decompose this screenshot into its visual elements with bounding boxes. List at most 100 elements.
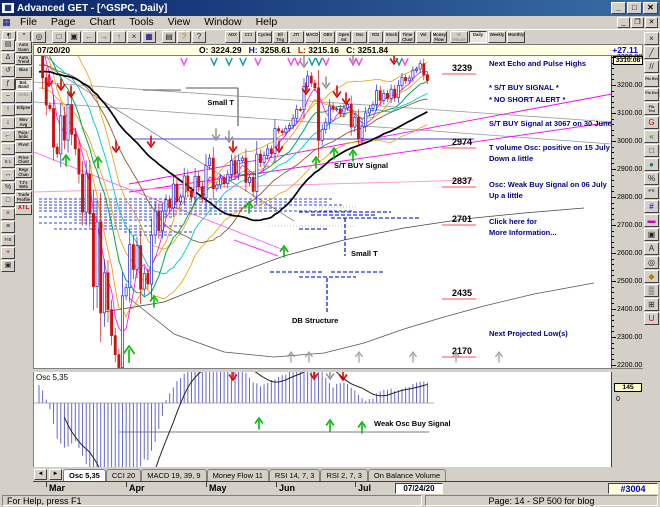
help-icon[interactable]: ?: [177, 31, 191, 43]
mdi-restore-button[interactable]: ❐: [631, 17, 644, 28]
marker-icon[interactable]: ◆: [644, 270, 659, 283]
mob-icon[interactable]: ▬: [644, 214, 659, 227]
crosshair-icon[interactable]: +: [1, 247, 15, 259]
study-button-auto-trend[interactable]: Auto Trend: [15, 53, 32, 65]
elliott-waves-icon[interactable]: «: [644, 130, 659, 143]
period-button-monthly[interactable]: Monthly: [507, 31, 525, 43]
forward-icon[interactable]: →: [97, 31, 111, 43]
indicator-button-obv[interactable]: OBV: [320, 31, 336, 43]
elliott-icon[interactable]: ~: [1, 91, 15, 103]
menu-chart[interactable]: Chart: [89, 16, 116, 28]
fib-tool-icon[interactable]: FIB: [1, 234, 15, 246]
indicator-button-vol[interactable]: Vol: [415, 31, 431, 43]
zoom-icon[interactable]: ◎: [644, 256, 659, 269]
reset-icon[interactable]: ↺: [1, 65, 15, 77]
study-button-trade-profile[interactable]: Trade Profile: [15, 191, 32, 203]
regression-icon[interactable]: %: [644, 172, 659, 185]
indicator-button-cci[interactable]: CCI: [240, 31, 256, 43]
period-button-60-minute[interactable]: 60 Minute: [450, 31, 468, 43]
study-button-price-clust[interactable]: Price Clust: [15, 153, 32, 165]
preview-icon[interactable]: ▣: [644, 228, 659, 241]
maximize-button[interactable]: □: [627, 2, 642, 14]
study-button-ellipse[interactable]: Ellipse: [15, 103, 32, 115]
pointer-icon[interactable]: ×: [644, 32, 659, 45]
menu-tools[interactable]: Tools: [129, 16, 154, 28]
odds-icon[interactable]: 9:1: [1, 156, 15, 168]
grid-icon[interactable]: #: [644, 200, 659, 213]
indicator-button-jti[interactable]: JTI: [288, 31, 304, 43]
menu-help[interactable]: Help: [255, 16, 278, 28]
indicator-button-macd[interactable]: MACD: [304, 31, 320, 43]
lines-icon[interactable]: ≡: [1, 221, 15, 233]
indicator-button-money-flow[interactable]: Money Flow: [431, 31, 447, 43]
new-chart-icon[interactable]: □: [52, 31, 66, 43]
tab-rsi-14-7-3[interactable]: RSI 14, 7, 3: [268, 469, 321, 481]
tab-money-flow-11[interactable]: Money Flow 11: [206, 469, 269, 481]
tab-scroll-right[interactable]: ►: [49, 469, 62, 480]
scroll-right-icon[interactable]: →: [1, 143, 15, 155]
price-chart[interactable]: Small T Small T DB Structure 3239 2974 2837 27…: [33, 22, 613, 391]
delete-icon[interactable]: ×: [127, 31, 141, 43]
expert-explorer-icon[interactable]: ●: [644, 158, 659, 171]
indicator-button-ell-trig[interactable]: Ell Trig: [272, 31, 288, 43]
pencil-icon[interactable]: ╱: [644, 46, 659, 59]
trendline-icon[interactable]: //: [644, 60, 659, 73]
period-button-weekly[interactable]: Weekly: [488, 31, 506, 43]
menu-page[interactable]: Page: [50, 16, 76, 28]
fib-time-icon[interactable]: Fib Tml: [644, 102, 659, 115]
expand-icon[interactable]: ↔: [1, 169, 15, 181]
indicator-button-rsi[interactable]: RSI: [368, 31, 384, 43]
pattern-icon[interactable]: ▒: [644, 284, 659, 297]
document-icon[interactable]: ▦: [2, 17, 11, 27]
study-button-auto-gann[interactable]: Auto Gann: [15, 41, 32, 53]
tab-macd-19-39-9[interactable]: MACD 19, 39, 9: [141, 469, 207, 481]
indicator-button-osc[interactable]: Osc: [352, 31, 368, 43]
refresh-icon[interactable]: ↑: [112, 31, 126, 43]
box-icon[interactable]: □: [1, 195, 15, 207]
indicator-button-time-clust[interactable]: Time Clust: [399, 31, 415, 43]
chart-icon[interactable]: ▦: [142, 31, 156, 43]
tools-icon[interactable]: Δ: [1, 52, 15, 64]
tab-rsi-2-7-3[interactable]: RSI 2, 7, 3: [320, 469, 368, 481]
period-button-daily[interactable]: Daily: [469, 31, 487, 43]
search-icon[interactable]: ◎: [32, 31, 46, 43]
menu-window[interactable]: Window: [204, 16, 242, 28]
indicator-button-adx[interactable]: ADX: [225, 31, 240, 43]
indicator-button-stoch[interactable]: Stoch: [384, 31, 399, 43]
open-chart-icon[interactable]: ▤: [1, 39, 15, 51]
mdi-close-button[interactable]: ✕: [645, 17, 658, 28]
close-button[interactable]: ✕: [643, 2, 658, 14]
tab-osc-5-35[interactable]: Osc 5,35: [63, 469, 106, 481]
gann-icon[interactable]: G: [644, 116, 659, 129]
scroll-up-icon[interactable]: ↑: [1, 104, 15, 116]
study-button-pivot[interactable]: Pivot: [15, 141, 32, 153]
study-button-para-bolic[interactable]: Para- bolic: [15, 128, 32, 140]
fib-retracement-icon[interactable]: Fib Ret: [644, 74, 659, 87]
scroll-left-icon[interactable]: ←: [1, 130, 15, 142]
scroll-down-icon[interactable]: ↓: [1, 117, 15, 129]
pti-icon[interactable]: PTI: [644, 186, 659, 199]
indicator-button-open-int[interactable]: Open Int: [336, 31, 352, 43]
study-button-delta[interactable]: Delta: [15, 91, 32, 103]
save-icon[interactable]: ▣: [67, 31, 81, 43]
fib-extension-icon[interactable]: Fib Ext: [644, 88, 659, 101]
tab-cci-20[interactable]: CCI 20: [105, 469, 142, 481]
panel-splitter[interactable]: [33, 368, 643, 372]
tab-on-balance-volume[interactable]: On Balance Volume: [367, 469, 447, 481]
tab-scroll-left[interactable]: ◄: [34, 469, 47, 480]
study-button-bol-band[interactable]: Bol. Band: [15, 78, 32, 90]
indicator-button-cycles[interactable]: Cycles: [256, 31, 272, 43]
delete-lines-icon[interactable]: ×: [1, 208, 15, 220]
study-button-xtl[interactable]: XTL: [15, 203, 32, 215]
rectangle-icon[interactable]: □: [644, 144, 659, 157]
price-scale[interactable]: 3310.08 3300.00 3200.00 3100.00 3000.00 2900…: [611, 54, 643, 369]
text-tool-icon[interactable]: A: [644, 242, 659, 255]
print-icon[interactable]: ▤: [162, 31, 176, 43]
back-icon[interactable]: ←: [82, 31, 96, 43]
mdi-minimize-button[interactable]: _: [617, 17, 630, 28]
quotes-icon[interactable]: ”: [17, 31, 31, 43]
study-button-regr-chan[interactable]: Regr Chan: [15, 166, 32, 178]
snapshot-icon[interactable]: ▣: [1, 260, 15, 272]
menu-view[interactable]: View: [167, 16, 191, 28]
study-button-bias[interactable]: Bias: [15, 66, 32, 78]
